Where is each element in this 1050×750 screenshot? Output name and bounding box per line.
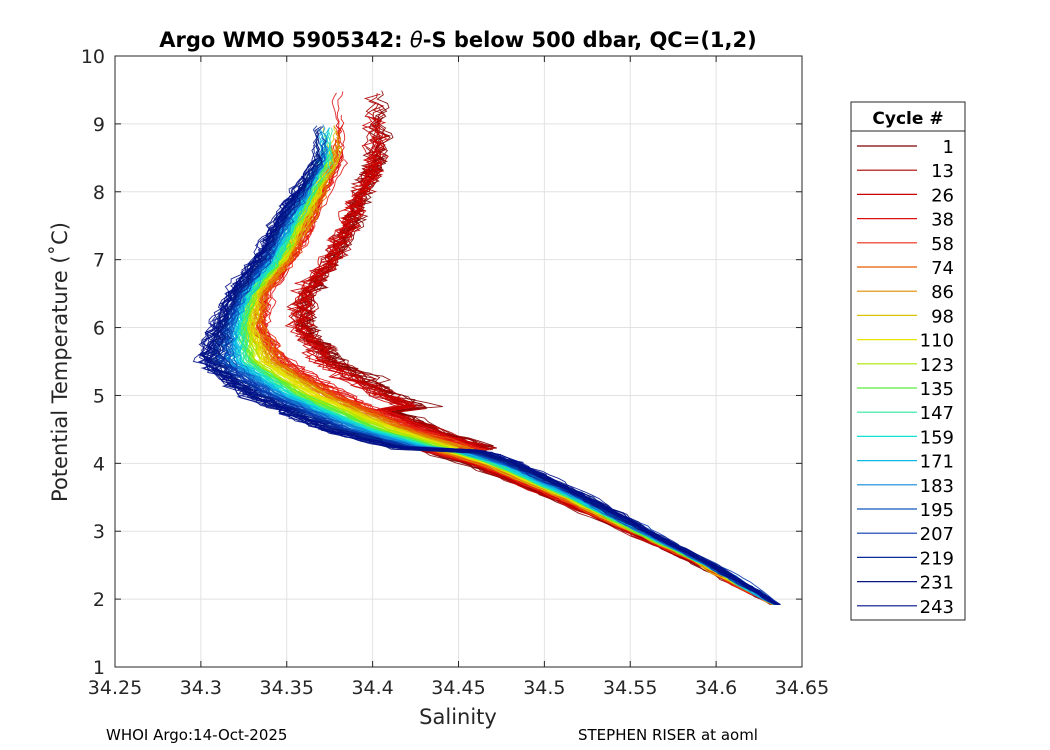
y-axis-label: Potential Temperature (˚C) (48, 222, 72, 502)
x-tick-label: 34.45 (431, 677, 485, 699)
x-tick-label: 34.6 (695, 677, 737, 699)
y-tick-label: 4 (93, 453, 105, 475)
legend-label: 243 (920, 597, 954, 618)
y-tick-label: 5 (93, 385, 105, 407)
x-tick-label: 34.55 (603, 677, 657, 699)
legend-label: 159 (920, 427, 954, 448)
legend-entries: 1 13 26 38 58 74 86 98 110 123 135 147 159 171 183 195 2… (857, 137, 954, 618)
footer-left: WHOI Argo:14-Oct-2025 (106, 726, 288, 744)
legend-label: 231 (920, 573, 954, 594)
legend-label: 183 (920, 476, 954, 497)
profile-line-157 (204, 188, 776, 605)
profile-line-149 (203, 159, 780, 605)
legend-label: 207 (920, 524, 954, 545)
x-tick-label: 34.4 (351, 677, 393, 699)
y-tick-label: 9 (93, 114, 105, 136)
legend-label: 26 (931, 185, 954, 206)
legend-title: Cycle # (872, 109, 943, 129)
y-tick-label: 7 (93, 250, 105, 272)
x-axis-label: Salinity (419, 705, 497, 729)
x-tick-label: 34.5 (523, 677, 565, 699)
legend-label: 110 (920, 331, 954, 352)
y-tick-label: 2 (93, 589, 105, 611)
profile-line-159 (199, 155, 780, 605)
x-tick-label: 34.65 (775, 677, 829, 699)
x-tick-label: 34.25 (88, 677, 142, 699)
y-tick-label: 1 (93, 657, 105, 679)
footer-right: STEPHEN RISER at aoml (578, 726, 758, 744)
legend-label: 74 (931, 258, 954, 279)
legend-label: 1 (943, 137, 954, 158)
legend-label: 98 (931, 306, 954, 327)
y-tick-label: 10 (81, 46, 105, 68)
x-tick-label: 34.35 (260, 677, 314, 699)
profile-lines (192, 90, 781, 605)
x-axis-ticks: 34.25 34.3 34.35 34.4 34.45 34.5 34.55 34.6 34.6… (88, 56, 829, 699)
profile-line-158 (202, 144, 778, 605)
legend-label: 135 (920, 379, 954, 400)
legend-label: 195 (920, 500, 954, 521)
chart-title: Argo WMO 5905342: θ-S below 500 dbar, QC… (159, 28, 756, 52)
legend-label: 58 (931, 234, 954, 255)
legend-label: 171 (920, 452, 954, 473)
legend-label: 86 (931, 282, 954, 303)
y-axis-ticks: 1 2 3 4 5 6 7 8 9 10 (81, 46, 802, 679)
y-tick-label: 3 (93, 521, 105, 543)
legend-label: 123 (920, 355, 954, 376)
legend-label: 147 (920, 403, 954, 424)
y-tick-label: 8 (93, 182, 105, 204)
legend-label: 219 (920, 548, 954, 569)
x-tick-label: 34.3 (180, 677, 222, 699)
legend-label: 13 (931, 161, 954, 182)
y-tick-label: 6 (93, 318, 105, 340)
legend: Cycle # 1 13 26 38 58 74 86 98 110 123 135 147 159 17… (850, 101, 966, 621)
legend-label: 38 (931, 210, 954, 231)
